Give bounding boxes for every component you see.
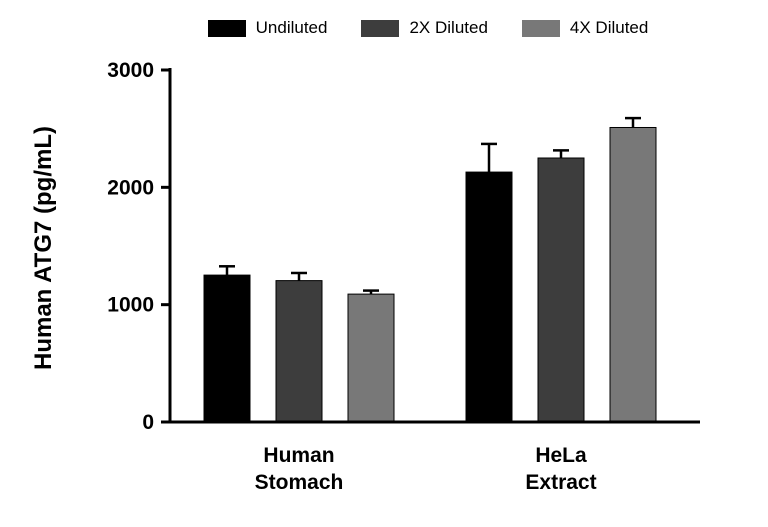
legend-swatch <box>361 19 400 37</box>
y-tick-label: 0 <box>142 411 154 434</box>
x-category-label: Extract <box>525 471 596 494</box>
legend-label: 4X Diluted <box>569 18 649 37</box>
legend-label: 2X Diluted <box>409 18 488 37</box>
legend-swatch <box>207 19 246 37</box>
bar-undiluted <box>465 171 513 423</box>
bar-4x-diluted <box>609 126 657 423</box>
bar-2x-diluted <box>537 157 585 423</box>
bar-4x-diluted <box>347 293 395 423</box>
chart-legend: Undiluted 2X Diluted 4X Diluted <box>0 18 768 38</box>
legend-label: Undiluted <box>255 18 328 37</box>
legend-item-4x-diluted: 4X Diluted <box>521 18 649 38</box>
y-tick-label: 3000 <box>107 59 154 82</box>
legend-item-2x-diluted: 2X Diluted <box>361 18 488 38</box>
x-category-label: Human <box>263 444 334 467</box>
bar-undiluted <box>203 274 251 423</box>
x-category-label: Stomach <box>255 471 344 494</box>
y-tick-label: 1000 <box>107 294 154 317</box>
legend-swatch <box>521 19 560 37</box>
bar-2x-diluted <box>275 280 323 423</box>
x-category-label: HeLa <box>535 444 587 467</box>
legend-item-undiluted: Undiluted <box>207 18 328 38</box>
y-tick-label: 2000 <box>107 176 154 199</box>
